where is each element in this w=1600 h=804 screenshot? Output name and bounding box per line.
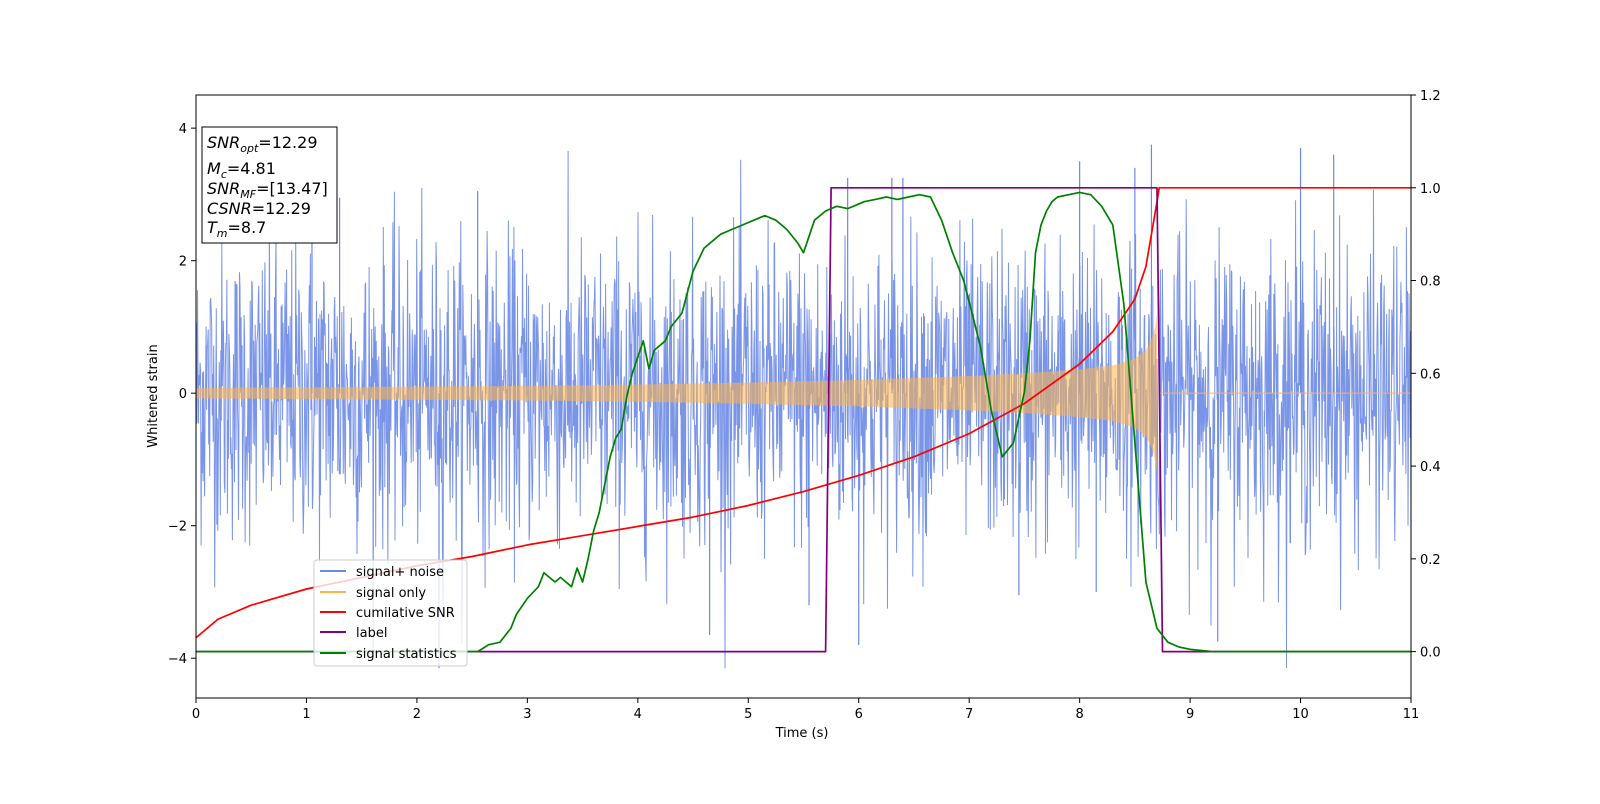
y2-tick-label: 0.6 bbox=[1420, 367, 1441, 382]
x-tick-label: 0 bbox=[192, 707, 200, 722]
x-tick-label: 8 bbox=[1075, 707, 1083, 722]
x-tick-label: 10 bbox=[1292, 707, 1309, 722]
legend-label-statistics: signal statistics bbox=[356, 647, 457, 662]
plot-frame bbox=[195, 94, 1412, 699]
info-box-frame bbox=[201, 126, 338, 244]
info-csnr-value: =12.29 bbox=[252, 199, 311, 218]
x-tick-label: 6 bbox=[855, 707, 863, 722]
y2-tick-label: 0.8 bbox=[1420, 275, 1441, 290]
x-axis: 0 1 2 3 4 5 6 7 8 9 10 11 bbox=[192, 698, 1419, 722]
legend-label-signal: signal only bbox=[356, 586, 426, 601]
info-snr-mf: SNRMF=[13.47] bbox=[207, 179, 328, 201]
label-series bbox=[196, 186, 1411, 653]
legend-label-noise: signal+ noise bbox=[356, 565, 444, 580]
label-line bbox=[196, 186, 1411, 653]
info-tm-value: =8.7 bbox=[228, 218, 267, 237]
y-tick-label: −4 bbox=[168, 652, 187, 667]
y-axis-right: 1.2 1.0 0.8 0.6 0.4 0.2 0.0 bbox=[1411, 89, 1441, 661]
info-tm: Tm=8.7 bbox=[207, 218, 266, 240]
y2-tick-label: 0.2 bbox=[1420, 553, 1441, 568]
x-tick-label: 1 bbox=[302, 707, 310, 722]
y2-tick-label: 1.2 bbox=[1420, 89, 1441, 104]
x-tick-label: 2 bbox=[413, 707, 421, 722]
x-tick-label: 11 bbox=[1403, 707, 1420, 722]
info-snr-opt: SNRopt=12.29 bbox=[207, 133, 318, 155]
y-tick-label: 0 bbox=[179, 387, 187, 402]
y-axis-left: 4 2 0 −2 −4 bbox=[168, 122, 196, 667]
info-box: SNRopt=12.29 Mc=4.81 SNRMF=[13.47] CSNR=… bbox=[201, 126, 338, 244]
y-tick-label: 4 bbox=[179, 122, 187, 137]
x-tick-label: 3 bbox=[523, 707, 531, 722]
y-axis-label: Whitened strain bbox=[146, 344, 161, 447]
signal-statistics-line bbox=[196, 191, 1411, 653]
signal-only-envelope bbox=[196, 313, 1157, 473]
info-snr-opt-value: =12.29 bbox=[258, 133, 317, 152]
legend-label-snr: cumilative SNR bbox=[356, 606, 455, 621]
x-tick-label: 7 bbox=[965, 707, 973, 722]
legend: signal+ noise signal only cumilative SNR… bbox=[313, 559, 468, 667]
signal-statistics-series bbox=[196, 191, 1411, 653]
y-tick-label: −2 bbox=[168, 520, 187, 535]
y2-tick-label: 1.0 bbox=[1420, 182, 1441, 197]
info-mc-value: =4.81 bbox=[227, 159, 276, 178]
info-csnr: CSNR=12.29 bbox=[207, 199, 311, 218]
y2-tick-label: 0.0 bbox=[1420, 646, 1441, 661]
x-axis-label: Time (s) bbox=[775, 726, 829, 741]
x-tick-label: 9 bbox=[1186, 707, 1194, 722]
y-tick-label: 2 bbox=[179, 255, 187, 270]
signal-noise-series bbox=[196, 144, 1411, 669]
legend-frame bbox=[313, 559, 468, 667]
y2-tick-label: 0.4 bbox=[1420, 460, 1441, 475]
info-snr-mf-value: =[13.47] bbox=[256, 179, 328, 198]
legend-label-label: label bbox=[356, 626, 387, 641]
signal-only-series bbox=[196, 313, 1411, 473]
info-mc: Mc=4.81 bbox=[207, 159, 276, 181]
x-tick-label: 4 bbox=[634, 707, 642, 722]
x-tick-label: 5 bbox=[744, 707, 752, 722]
